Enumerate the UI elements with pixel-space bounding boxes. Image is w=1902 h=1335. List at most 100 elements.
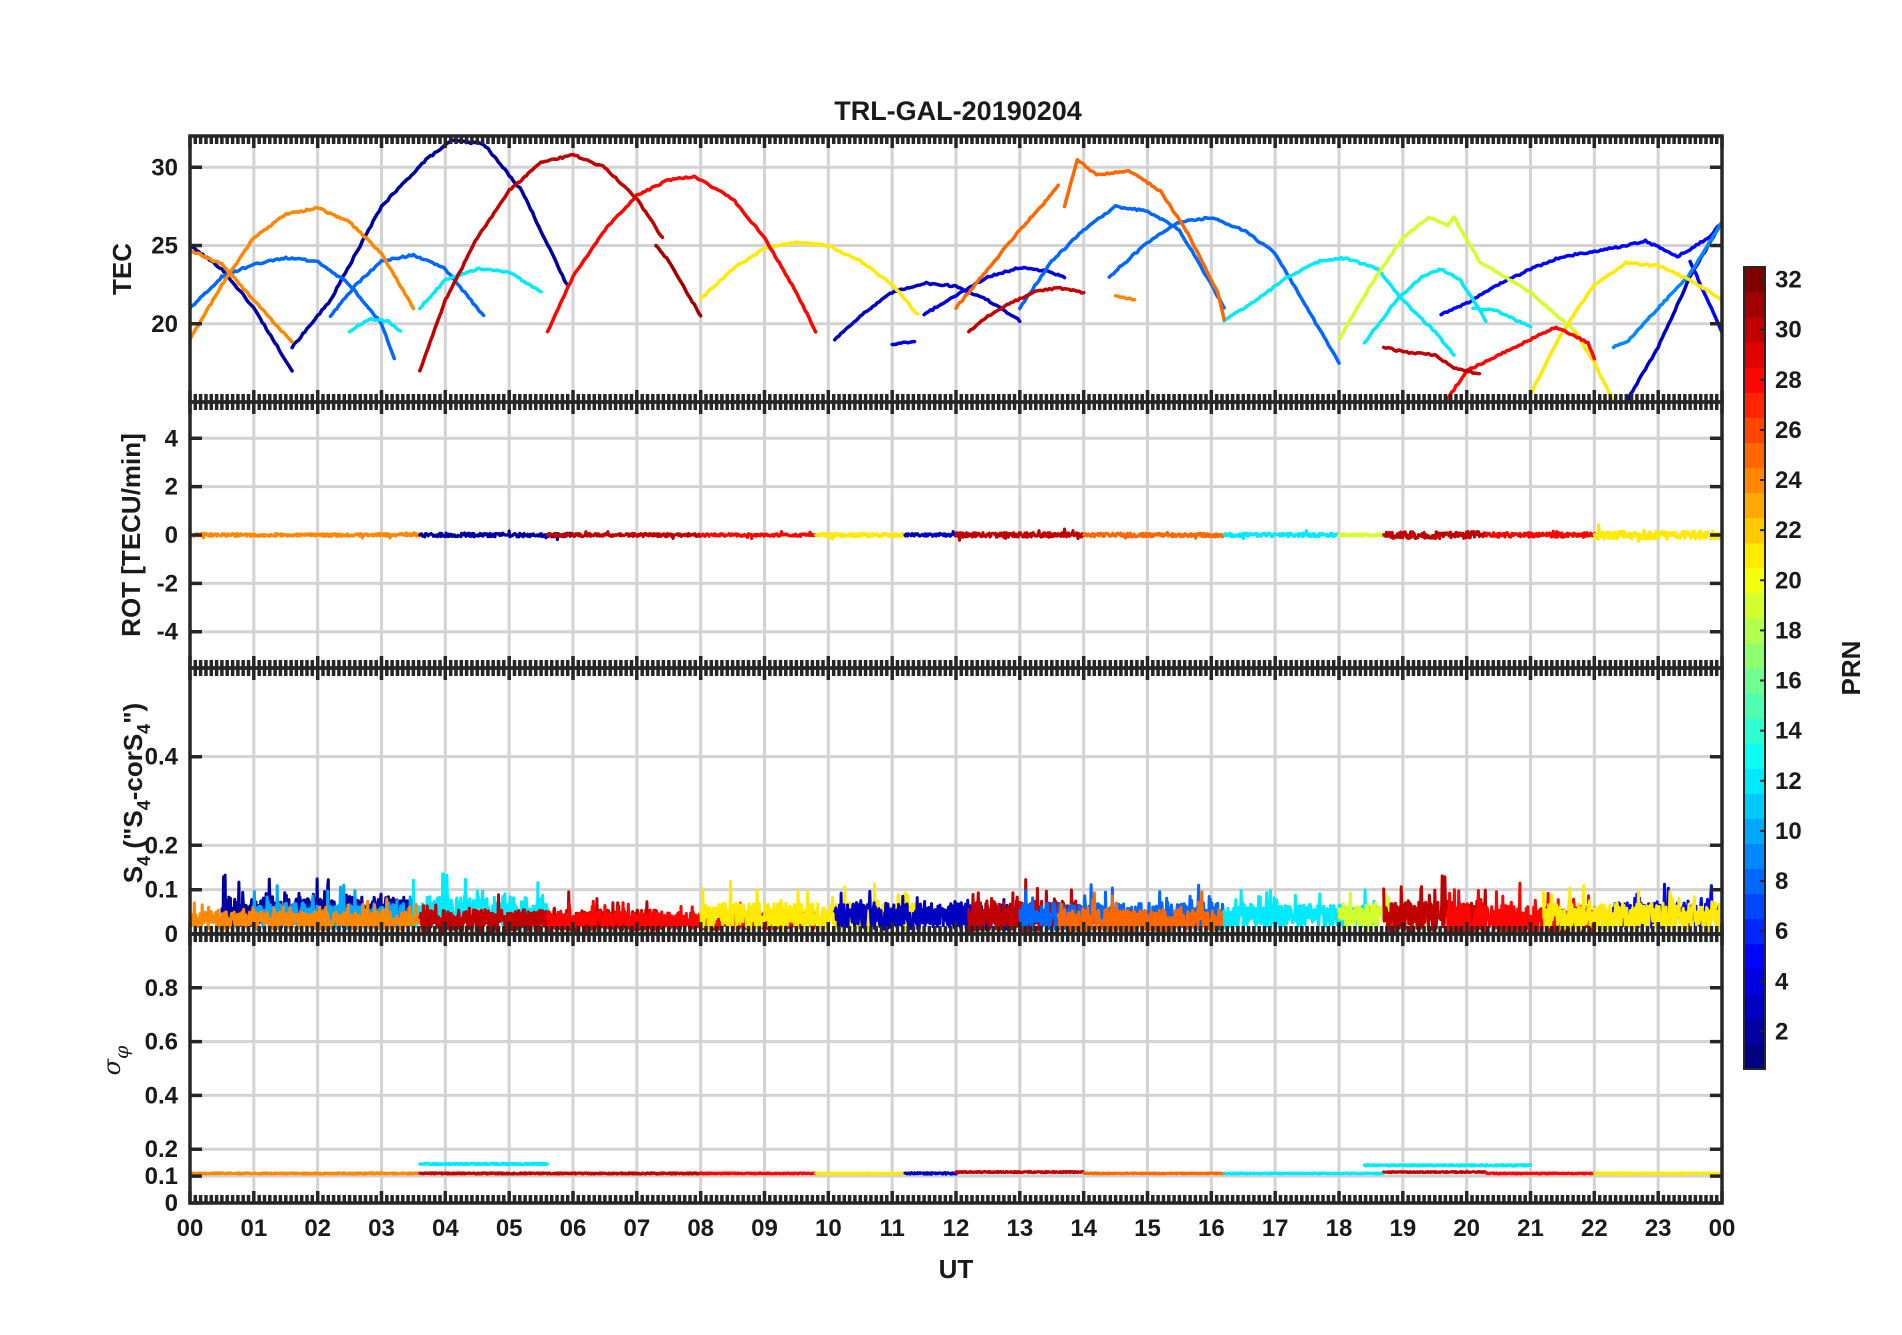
y-tick-label: 0.6 [145, 1029, 178, 1056]
colorbar-swatch [1744, 392, 1765, 418]
y-ticks [190, 165, 1722, 326]
sigma_phi-series-prn-24 [190, 1171, 422, 1176]
y-tick-label: 0.2 [145, 832, 178, 859]
x-tick-label: 11 [879, 1215, 904, 1242]
colorbar-swatch [1744, 317, 1765, 343]
x-tick-label: 00 [1709, 1215, 1736, 1242]
rot-series-prn-30 [954, 527, 1086, 542]
colorbar-swatch [1744, 1018, 1765, 1045]
colorbar-tick-label: 8 [1775, 868, 1788, 895]
tec-series-prn-19 [1337, 215, 1577, 342]
tec-series-prn-21 [698, 240, 920, 316]
colorbar-frame [1743, 266, 1766, 1070]
y-tick-label: -2 [157, 570, 178, 597]
sigma_phi-series-prn-21 [1592, 1171, 1722, 1176]
sigma_phi-series-prn-12 [1363, 1163, 1532, 1168]
tec-series-prn-8 [1018, 203, 1226, 311]
colorbar-swatch [1744, 768, 1765, 794]
colorbar-swatch [1744, 292, 1765, 318]
x-axis-label: UT [939, 1254, 974, 1284]
x-tick-label: 15 [1134, 1215, 1161, 1242]
tec-series-prn-21 [1528, 260, 1722, 397]
series-group [190, 138, 1722, 402]
series-group [190, 1161, 1722, 1176]
tec-series-prn-12 [418, 266, 543, 311]
panel-tec: 20 25 30 TEC [107, 134, 1724, 404]
tec-series-prn-31 [654, 243, 703, 318]
rot-series-prn-3 [903, 530, 958, 538]
tec-series-prn-4 [922, 265, 1067, 317]
colorbar-swatch [1744, 918, 1765, 945]
colorbar-swatch [1744, 868, 1765, 895]
x-tick-label: 02 [304, 1215, 331, 1242]
colorbar-swatch [1744, 592, 1765, 619]
sigma_phi-series-prn-21 [814, 1171, 920, 1176]
tec-series-prn-24 [190, 248, 294, 344]
y-tick-label: 0.4 [145, 744, 179, 771]
colorbar-swatch [1744, 968, 1765, 995]
tec-series-prn-28 [1445, 325, 1597, 401]
y-ticks [190, 436, 1722, 634]
colorbar-swatch [1744, 617, 1765, 644]
colorbar-tick-label: 6 [1775, 918, 1788, 945]
x-minor-ticks [188, 402, 1724, 668]
colorbar-swatch [1744, 467, 1765, 494]
tick-marks [188, 668, 1724, 936]
tec-series-prn-30 [418, 152, 665, 373]
tec-series-prn-5 [1688, 259, 1722, 335]
tick-marks [188, 934, 1724, 1205]
colorbar-label: PRN [1836, 641, 1866, 696]
tec-series-prn-3 [832, 280, 1022, 342]
colorbar-tick-label: 10 [1775, 818, 1802, 845]
y-tick-label: 4 [165, 425, 179, 452]
colorbar-tick-label: 2 [1775, 1018, 1788, 1045]
rot-series-prn-28 [699, 530, 818, 541]
tec-series-prn-2 [290, 138, 569, 350]
x-tick-label: 14 [1070, 1215, 1097, 1242]
sigma_phi-series-prn-25 [1082, 1171, 1226, 1176]
tick-marks [188, 402, 1724, 668]
colorbar-swatch [1744, 367, 1765, 393]
colorbar-swatch [1744, 342, 1765, 368]
series-group [190, 523, 1722, 543]
x-tick-label: 04 [432, 1215, 459, 1242]
tec-series-prn-9 [1611, 220, 1722, 350]
rot-series-prn-30 [546, 530, 703, 540]
y-axis-label: σφ [98, 1045, 133, 1075]
x-minor-ticks [188, 136, 1724, 402]
y-axis-label: S4 ("S4-corS4") [118, 703, 154, 883]
rot-series-prn-19 [1337, 532, 1386, 538]
colorbar-tick-label: 32 [1775, 267, 1802, 294]
colorbar-swatch [1744, 893, 1765, 920]
tec-series-prn-5 [1439, 220, 1722, 317]
tec-series-prn-8 [328, 252, 486, 319]
rot-series-prn-25 [1082, 530, 1226, 540]
rot-series-prn-24 [190, 531, 422, 540]
x-tick-label: 19 [1389, 1215, 1416, 1242]
tec-series-prn-12 [1222, 255, 1456, 357]
x-tick-label: 13 [1006, 1215, 1033, 1242]
y-ticks [190, 986, 1722, 1205]
colorbar-swatch [1744, 267, 1765, 293]
x-tick-label: 01 [240, 1215, 267, 1242]
colorbar-tick-label: 26 [1775, 417, 1802, 444]
sigma_phi-series-prn-30 [418, 1171, 703, 1176]
x-tick-label: 17 [1262, 1215, 1289, 1242]
y-axis-label: ROT [TECU/min] [116, 433, 146, 637]
tec-series-prn-25 [1062, 157, 1226, 322]
colorbar-swatch [1744, 492, 1765, 519]
y-tick-label: 0 [165, 522, 178, 549]
colorbar-tick-label: 20 [1775, 567, 1802, 594]
x-tick-label: 20 [1453, 1215, 1480, 1242]
sigma_phi-series-prn-28 [1484, 1171, 1596, 1176]
rot-series-prn-12 [1222, 529, 1341, 541]
figure-title: TRL-GAL-20190204 [834, 96, 1082, 126]
colorbar-tick-label: 12 [1775, 768, 1802, 795]
x-minor-ticks [188, 934, 1724, 1203]
colorbar-swatch [1744, 417, 1765, 444]
y-tick-label: 30 [151, 154, 178, 181]
tec-series-prn-12 [347, 316, 403, 334]
tec-series-prn-12 [1362, 267, 1488, 345]
